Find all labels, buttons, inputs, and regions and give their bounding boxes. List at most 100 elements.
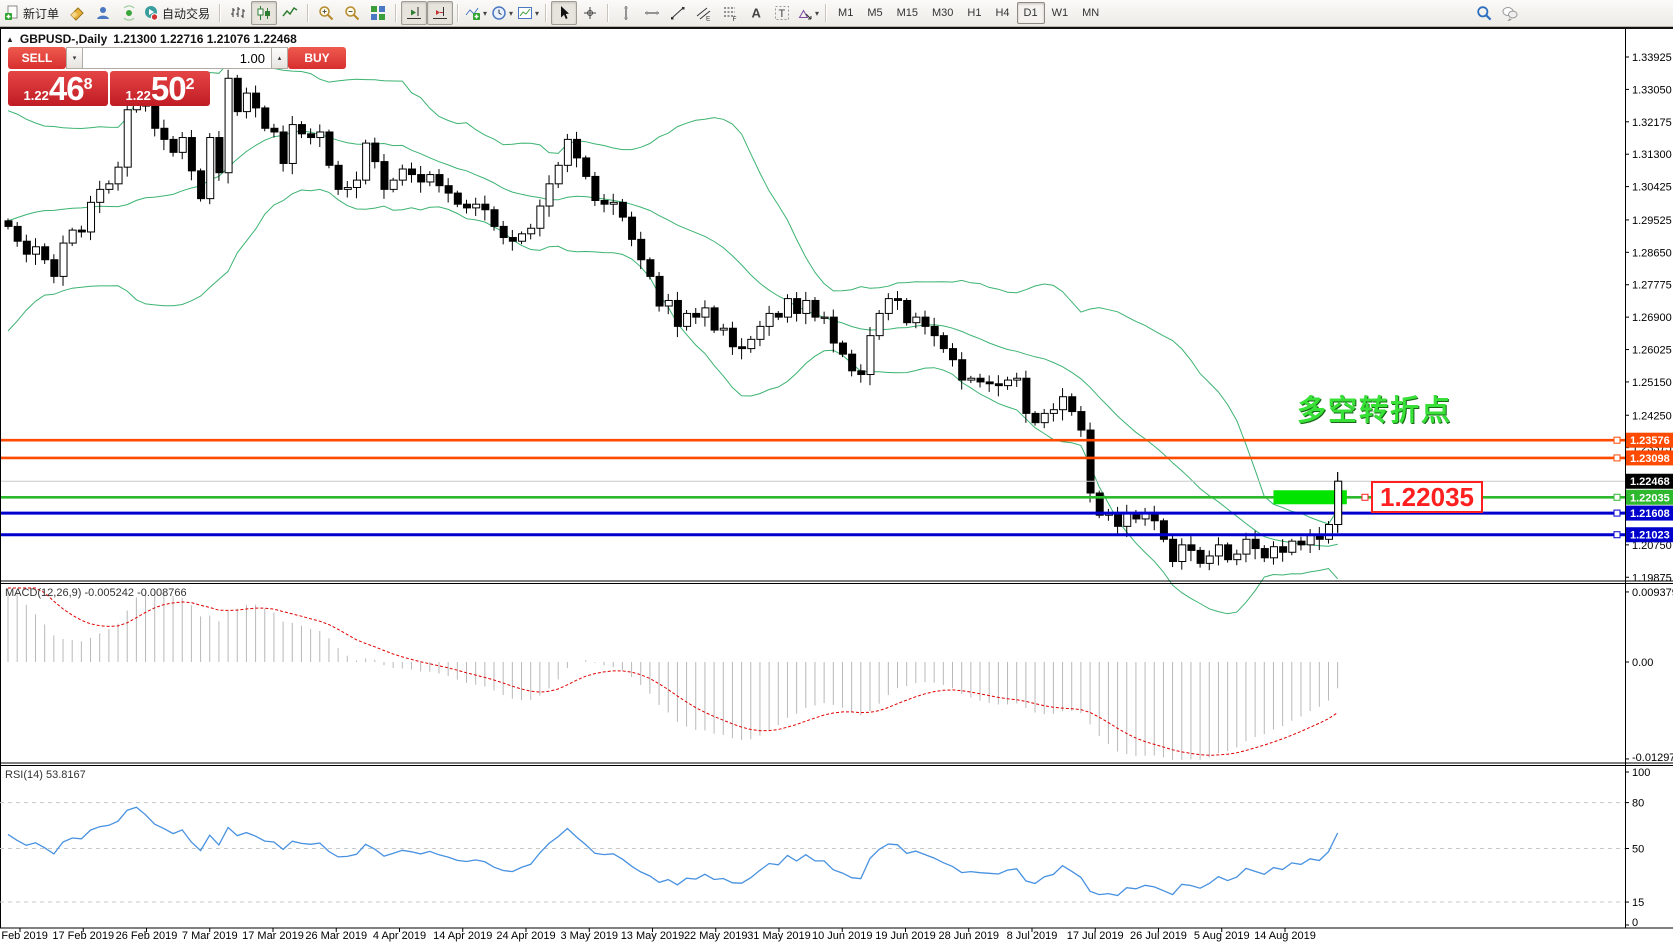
price-level-label: 1.23098 [1630, 453, 1670, 465]
zoom-in-button[interactable] [313, 1, 339, 25]
timeframe-m5[interactable]: M5 [867, 7, 883, 19]
date-tick-label: 17 Jul 2019 [1067, 930, 1124, 942]
indicators-button[interactable]: ▾ [463, 1, 489, 25]
panel-frame [0, 27, 1673, 929]
line-anchor-handle[interactable] [1613, 531, 1621, 539]
auto-scroll-button[interactable] [401, 1, 428, 25]
tile-windows-button[interactable] [365, 1, 391, 25]
line-chart-icon [282, 6, 298, 17]
date-tick-label: 26 Feb 2019 [116, 930, 178, 942]
svg-text:E: E [706, 16, 711, 22]
highlight-rectangle[interactable] [1273, 490, 1347, 505]
vline-button[interactable] [613, 1, 639, 25]
chevron-down-icon[interactable]: ▾ [815, 8, 820, 18]
date-tick-label: 3 May 2019 [561, 930, 618, 942]
chart-shift-button[interactable] [427, 1, 454, 25]
signals-button[interactable] [116, 1, 142, 25]
line-anchor-handle[interactable] [1613, 509, 1621, 517]
search-button[interactable] [1471, 1, 1497, 25]
text-icon: A [752, 6, 762, 21]
price-tick-label: 1.19875 [1632, 572, 1672, 584]
price-tick-label: 1.33050 [1632, 84, 1672, 96]
timeframe-m1[interactable]: M1 [838, 7, 854, 19]
volume-increase-button[interactable]: ▴ [271, 47, 288, 69]
fibonacci-button[interactable]: F [717, 1, 743, 25]
date-tick-label: 26 Mar 2019 [305, 930, 367, 942]
macd-indicator-label: MACD(12,26,9) -0.005242 -0.008766 [5, 587, 187, 599]
volume-input[interactable] [83, 47, 271, 69]
price-tick-label: 1.26025 [1632, 345, 1672, 357]
chat-button[interactable] [1497, 1, 1523, 25]
date-tick-label: 17 Feb 2019 [52, 930, 114, 942]
price-tick-label: 1.32175 [1632, 117, 1672, 129]
price-tick-label: 1.27775 [1632, 280, 1672, 292]
candlestick-button[interactable] [251, 1, 278, 25]
sell-price-big: 46 [48, 70, 85, 107]
timeframe-d1[interactable]: D1 [1016, 2, 1045, 24]
date-tick-label: 14 Aug 2019 [1254, 930, 1316, 942]
timeframe-clock-button[interactable]: ▾ [489, 1, 515, 25]
date-tick-label: 5 Aug 2019 [1194, 930, 1250, 942]
date-tick-label: 7 Feb 2019 [0, 930, 48, 942]
autotrade-button[interactable]: 自动交易 [142, 1, 215, 25]
price-axis[interactable]: 1.33925 1.33050 1.32175 1.31300 1.30425 1.295… [1625, 52, 1673, 929]
line-chart-button[interactable] [277, 1, 303, 25]
sell-button[interactable]: SELL [8, 47, 66, 69]
chevron-down-icon[interactable]: ▾ [483, 8, 488, 18]
candlestick-series [4, 69, 1343, 571]
line-anchor-handle[interactable] [1613, 436, 1621, 444]
fibonacci-icon: F [724, 7, 737, 21]
cursor-button[interactable] [551, 1, 578, 25]
timeframe-w1[interactable]: W1 [1051, 7, 1069, 19]
chart-canvas[interactable]: 1.33925 1.33050 1.32175 1.31300 1.30425 1.295… [0, 27, 1673, 947]
crosshair-button[interactable] [577, 1, 603, 25]
chart-collapse-icon[interactable]: ▲ [6, 34, 14, 44]
buy-price-box[interactable]: 1.22 50 2 [110, 71, 210, 106]
rsi-indicator-label: RSI(14) 53.8167 [5, 769, 86, 781]
new-order-icon [5, 5, 18, 20]
line-anchor-handle[interactable] [1613, 493, 1621, 501]
text-label-button[interactable]: T [769, 1, 795, 25]
profile-icon [97, 7, 110, 19]
line-anchor-handle[interactable] [1613, 454, 1621, 462]
chevron-down-icon[interactable]: ▾ [535, 8, 540, 18]
shapes-icon [798, 9, 812, 20]
chart-text-annotation[interactable]: 多空转折点 [1297, 395, 1453, 427]
trendline-icon [671, 7, 685, 20]
volume-decrease-button[interactable]: ▾ [66, 47, 83, 69]
bar-chart-button[interactable] [225, 1, 251, 25]
timeframe-m15[interactable]: M15 [896, 7, 918, 19]
chevron-down-icon[interactable]: ▾ [509, 8, 514, 18]
buy-button[interactable]: BUY [288, 47, 346, 69]
timeframe-mn[interactable]: MN [1082, 7, 1100, 19]
timeframe-m30[interactable]: M30 [932, 7, 954, 19]
eraser-button[interactable] [64, 1, 90, 25]
timeframe-clock-icon [492, 6, 506, 20]
channel-button[interactable]: E [691, 1, 717, 25]
new-order-button[interactable]: 新订单 [3, 1, 64, 25]
callout-anchor-handle[interactable] [1361, 493, 1369, 501]
rsi-line [7, 806, 1339, 897]
template-button[interactable]: ▾ [515, 1, 541, 25]
timeframe-h4[interactable]: H4 [995, 7, 1010, 19]
price-level-callout[interactable]: 1.22035 [1371, 481, 1483, 513]
date-tick-label: 8 Jul 2019 [1007, 930, 1058, 942]
date-tick-label: 7 Mar 2019 [182, 930, 238, 942]
timeframe-h1[interactable]: H1 [967, 7, 982, 19]
sell-price-box[interactable]: 1.22 46 8 [8, 71, 108, 106]
autotrade-icon [145, 6, 159, 21]
toolbar-separator [825, 4, 828, 22]
toolbar-separator [457, 4, 460, 22]
trendline-button[interactable] [665, 1, 691, 25]
toolbar-separator [307, 4, 310, 22]
text-button[interactable]: A [743, 1, 769, 25]
toolbar-separator [219, 4, 222, 22]
shapes-button[interactable]: ▾ [795, 1, 821, 25]
zoom-out-button[interactable] [339, 1, 365, 25]
hline-button[interactable] [639, 1, 665, 25]
profile-button[interactable] [90, 1, 116, 25]
svg-text:F: F [733, 16, 737, 21]
chart-ohlc-values: 1.21300 1.22716 1.21076 1.22468 [113, 32, 297, 46]
